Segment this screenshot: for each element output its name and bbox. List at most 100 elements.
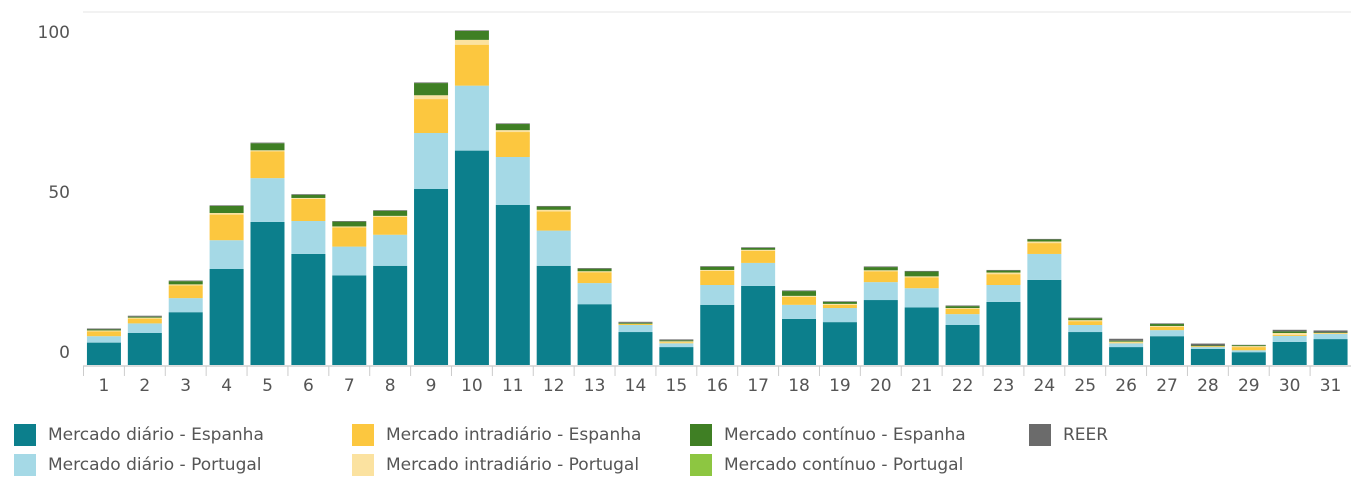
bar-segment — [659, 347, 693, 365]
bar-segment — [1150, 323, 1184, 324]
bar-segment — [1150, 324, 1184, 326]
bar-segment — [1191, 346, 1225, 347]
x-tick-label: 30 — [1279, 376, 1301, 396]
bar-segment — [823, 305, 857, 308]
bar-segment — [128, 323, 162, 333]
x-tick-label: 2 — [139, 376, 150, 396]
bar-segment — [455, 45, 489, 86]
bar-segment — [87, 343, 121, 365]
bar-segment — [250, 222, 284, 365]
bar-segment — [537, 206, 571, 207]
bar-segment — [87, 336, 121, 342]
bar-segment — [782, 297, 816, 305]
bar-segment — [291, 199, 325, 221]
bar-segment — [537, 266, 571, 365]
bar-segment — [1027, 239, 1061, 240]
bar-segment — [946, 306, 980, 308]
bar-segment — [618, 322, 652, 323]
bar-segment — [741, 247, 775, 248]
bar-segment — [782, 319, 816, 365]
bar-segment — [250, 151, 284, 178]
bar-segment — [537, 231, 571, 266]
bar-segment — [1068, 325, 1102, 332]
bar-segment — [986, 302, 1020, 365]
bar-segment — [1273, 333, 1307, 335]
bar-segment — [496, 132, 530, 157]
legend-label: REER — [1063, 425, 1108, 445]
bar-segment — [1068, 321, 1102, 325]
bar-segment — [537, 207, 571, 210]
bar-segment — [905, 277, 939, 288]
bar-segment — [946, 308, 980, 309]
bar-segment — [659, 341, 693, 342]
bar-segment — [986, 285, 1020, 302]
bar-segment — [414, 189, 448, 365]
bar-segment — [210, 213, 244, 215]
bar-segment — [455, 31, 489, 40]
legend-swatch — [14, 454, 36, 476]
bar-segment — [1109, 342, 1143, 343]
bar-segment — [373, 216, 407, 217]
bar-segment — [823, 301, 857, 302]
bar-segment — [1068, 318, 1102, 320]
bar-segment — [332, 247, 366, 276]
bar-segment — [496, 205, 530, 365]
bar-segment — [373, 217, 407, 235]
x-tick-label: 1 — [99, 376, 110, 396]
bar-segment — [250, 143, 284, 150]
bar-segment — [496, 157, 530, 205]
bar-segment — [864, 266, 898, 267]
bar-segment — [128, 318, 162, 319]
x-tick-label: 5 — [262, 376, 273, 396]
bar-segment — [291, 195, 325, 198]
x-tick-label: 16 — [706, 376, 728, 396]
bar-segment — [1150, 327, 1184, 330]
bar-segment — [1191, 345, 1225, 346]
bar-segment — [537, 210, 571, 212]
bar-segment — [1027, 240, 1061, 242]
legend-swatch — [352, 454, 374, 476]
x-tick-label: 23 — [993, 376, 1015, 396]
legend-label: Mercado diário - Portugal — [48, 455, 262, 475]
bar-segment — [1232, 352, 1266, 365]
bar-segment — [87, 331, 121, 336]
bar-segment — [332, 275, 366, 365]
bar-segment — [373, 211, 407, 216]
bar-segment — [169, 281, 203, 284]
bar-segment — [332, 222, 366, 227]
bar-segment — [414, 95, 448, 99]
x-tick-label: 27 — [1156, 376, 1178, 396]
bar-segment — [1109, 343, 1143, 347]
bar-segment — [905, 276, 939, 277]
bar-segment — [332, 226, 366, 227]
bar-segment — [782, 290, 816, 291]
bar-segment — [700, 266, 734, 267]
y-tick-label: 100 — [38, 23, 70, 43]
bar-segment — [1191, 349, 1225, 365]
legend-label: Mercado contínuo - Portugal — [724, 455, 963, 475]
bar-segment — [700, 305, 734, 365]
bar-segment — [578, 283, 612, 304]
bar-segment — [823, 308, 857, 322]
bar-segment — [1068, 320, 1102, 321]
bar-segment — [169, 285, 203, 298]
x-tick-label: 15 — [666, 376, 688, 396]
bar-segment — [1273, 342, 1307, 365]
bar-segment — [455, 86, 489, 151]
bar-segment — [414, 133, 448, 189]
x-tick-label: 13 — [584, 376, 606, 396]
bar-segment — [1109, 343, 1143, 344]
bar-segment — [1314, 339, 1348, 365]
bar-segment — [1191, 347, 1225, 349]
bar-segment — [659, 339, 693, 340]
bar-segment — [250, 143, 284, 144]
x-tick-label: 21 — [911, 376, 933, 396]
x-tick-label: 18 — [788, 376, 810, 396]
bar-segment — [1232, 350, 1266, 352]
bar-segment — [946, 305, 980, 306]
bar-segment — [986, 273, 1020, 275]
bar-segment — [414, 99, 448, 133]
bar-segment — [659, 342, 693, 343]
bar-segment — [700, 285, 734, 305]
x-tick-label: 19 — [829, 376, 851, 396]
